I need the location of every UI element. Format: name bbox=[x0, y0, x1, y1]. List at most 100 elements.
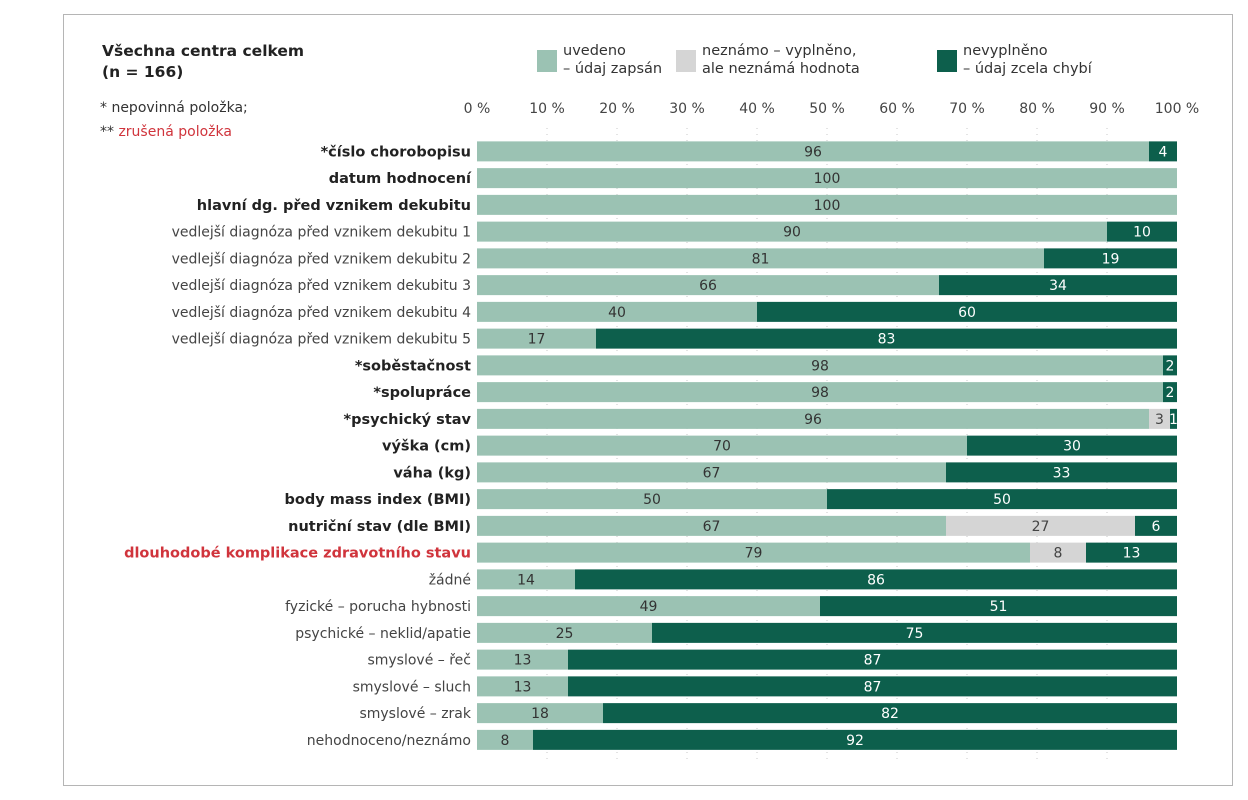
bar-segment bbox=[533, 729, 1177, 750]
bar-segment bbox=[477, 328, 596, 349]
bar-segment bbox=[827, 489, 1177, 510]
data-label: 90 bbox=[783, 225, 801, 241]
bar-segment bbox=[1163, 355, 1177, 376]
category-label: *číslo chorobopisu bbox=[321, 144, 471, 160]
note-cancelled-prefix: ** bbox=[100, 124, 119, 140]
bar-segment bbox=[477, 355, 1163, 376]
data-label: 100 bbox=[814, 198, 841, 214]
data-label: 18 bbox=[531, 706, 549, 722]
data-label: 33 bbox=[1053, 465, 1071, 481]
bar-segment bbox=[477, 649, 568, 670]
x-tick-label: 40 % bbox=[739, 101, 775, 117]
category-label: hlavní dg. před vznikem dekubitu bbox=[197, 198, 471, 214]
bar-segment bbox=[596, 328, 1177, 349]
data-label: 49 bbox=[640, 599, 658, 615]
data-label: 100 bbox=[814, 171, 841, 187]
bar-segment bbox=[477, 542, 1030, 563]
data-label: 50 bbox=[643, 492, 661, 508]
category-label: vedlejší diagnóza před vznikem dekubitu … bbox=[172, 305, 472, 321]
x-tick-label: 80 % bbox=[1019, 101, 1055, 117]
chart-title-line1: Všechna centra celkem bbox=[102, 42, 305, 60]
data-label: 75 bbox=[906, 626, 924, 642]
bar-segment bbox=[477, 622, 652, 643]
data-label: 67 bbox=[703, 465, 721, 481]
data-label: 13 bbox=[514, 679, 532, 695]
data-label: 67 bbox=[703, 519, 721, 535]
data-label: 10 bbox=[1133, 225, 1151, 241]
chart-title: Všechna centra celkem (n = 166) bbox=[102, 41, 304, 83]
category-label: výška (cm) bbox=[382, 439, 471, 455]
bar-segment bbox=[477, 382, 1163, 403]
category-label: datum hodnocení bbox=[329, 171, 472, 187]
data-label: 51 bbox=[990, 599, 1008, 615]
chart-frame bbox=[63, 14, 1233, 786]
data-label: 50 bbox=[993, 492, 1011, 508]
data-label: 82 bbox=[881, 706, 899, 722]
bar-segment bbox=[946, 462, 1177, 483]
data-label: 8 bbox=[1054, 546, 1063, 562]
legend-swatch-missing bbox=[937, 50, 957, 72]
data-label: 86 bbox=[867, 572, 885, 588]
bar-segment bbox=[575, 569, 1177, 590]
data-label: 8 bbox=[501, 733, 510, 749]
data-label: 2 bbox=[1166, 358, 1175, 374]
bar-segment bbox=[946, 515, 1135, 536]
data-label: 70 bbox=[713, 439, 731, 455]
bar-segment bbox=[477, 408, 1149, 429]
data-label: 13 bbox=[514, 653, 532, 669]
legend-label-recorded: uvedeno – údaj zapsán bbox=[563, 43, 663, 77]
data-label: 2 bbox=[1166, 385, 1175, 401]
bar-segment bbox=[477, 301, 757, 322]
bar-segment bbox=[477, 462, 946, 483]
bar-segment bbox=[1030, 542, 1086, 563]
chart-title-line2: (n = 166) bbox=[102, 63, 184, 81]
bar-segment bbox=[477, 221, 1107, 242]
bar-segment bbox=[477, 194, 1177, 215]
bar-segment bbox=[1086, 542, 1177, 563]
category-label: dlouhodobé komplikace zdravotního stavu bbox=[124, 546, 471, 562]
data-label: 96 bbox=[804, 412, 822, 428]
category-label: vedlejší diagnóza před vznikem dekubitu … bbox=[172, 332, 471, 348]
data-label: 30 bbox=[1063, 439, 1081, 455]
data-label: 98 bbox=[811, 358, 829, 374]
data-label: 19 bbox=[1102, 251, 1120, 267]
x-tick-label: 60 % bbox=[879, 101, 915, 117]
bar-segment bbox=[1135, 515, 1177, 536]
bar-segment bbox=[603, 703, 1177, 724]
bar-segment bbox=[477, 569, 575, 590]
data-label: 1 bbox=[1169, 412, 1178, 428]
category-label: body mass index (BMI) bbox=[285, 492, 471, 508]
bar-segment bbox=[477, 248, 1044, 269]
data-label: 27 bbox=[1032, 519, 1050, 535]
bar-segment bbox=[1163, 382, 1177, 403]
category-label: smyslové – řeč bbox=[367, 653, 471, 669]
x-tick-label: 30 % bbox=[669, 101, 705, 117]
category-label: žádné bbox=[429, 572, 471, 588]
bar-segment bbox=[477, 275, 939, 296]
bar-segment bbox=[820, 596, 1177, 617]
category-label: nehodnoceno/neznámo bbox=[307, 733, 471, 749]
x-tick-label: 0 % bbox=[464, 101, 491, 117]
note-optional: * nepovinná položka; bbox=[100, 100, 248, 116]
legend-swatch-unknown bbox=[676, 50, 696, 72]
bar-segment bbox=[1149, 141, 1177, 162]
bar-segment bbox=[1170, 408, 1177, 429]
note-cancelled: ** zrušená položka bbox=[100, 124, 232, 140]
category-label: smyslové – sluch bbox=[353, 679, 471, 695]
data-label: 60 bbox=[958, 305, 976, 321]
bar-segment bbox=[477, 515, 946, 536]
data-label: 96 bbox=[804, 144, 822, 160]
x-tick-label: 100 % bbox=[1155, 101, 1199, 117]
bar-segment bbox=[477, 596, 820, 617]
bar-segment bbox=[477, 168, 1177, 189]
bar-segment bbox=[477, 729, 533, 750]
data-label: 81 bbox=[752, 251, 770, 267]
category-label: fyzické – porucha hybnosti bbox=[285, 599, 471, 615]
category-label: vedlejší diagnóza před vznikem dekubitu … bbox=[172, 251, 471, 267]
bar-segment bbox=[477, 435, 967, 456]
note-cancelled-text: zrušená položka bbox=[118, 124, 232, 140]
x-tick-label: 20 % bbox=[599, 101, 635, 117]
legend-label-missing: nevyplněno – údaj zcela chybí bbox=[963, 43, 1092, 77]
bar-segment bbox=[477, 676, 568, 697]
